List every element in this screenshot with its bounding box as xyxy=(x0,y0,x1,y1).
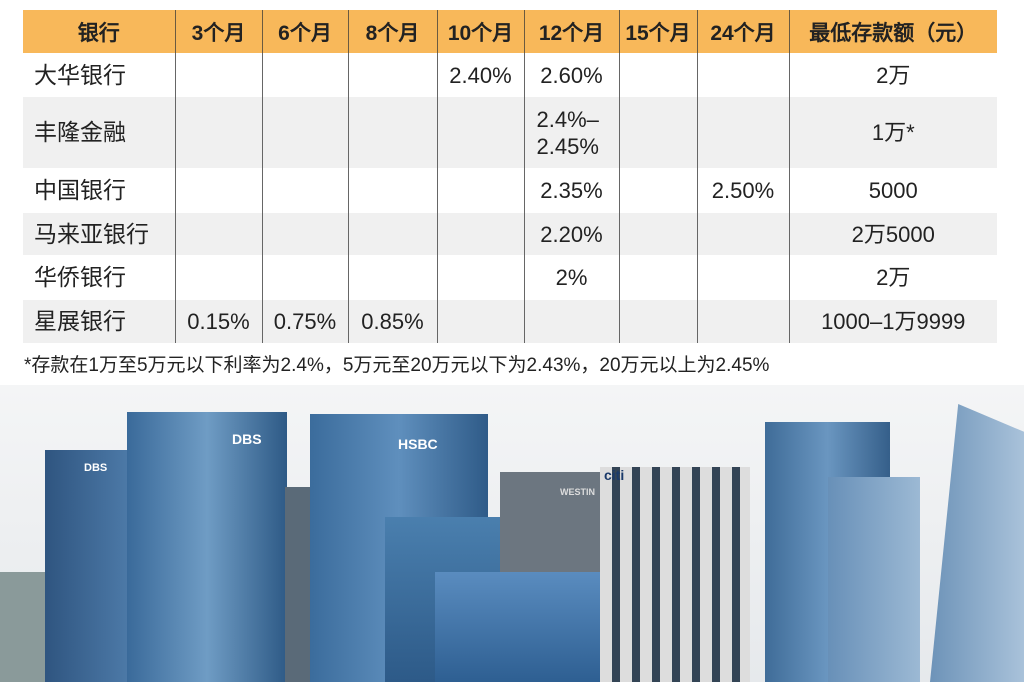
rate-cell xyxy=(174,213,262,255)
building xyxy=(828,477,920,682)
rate-cell xyxy=(618,255,697,300)
rate-cell: 2万 xyxy=(788,255,997,300)
building xyxy=(45,450,130,682)
column-header: 8个月 xyxy=(347,10,437,53)
rate-cell: 2万 xyxy=(788,53,997,97)
rate-cell: 5000 xyxy=(788,168,997,213)
rate-cell: 0.85% xyxy=(347,300,437,343)
rate-cell xyxy=(261,97,348,168)
building xyxy=(285,487,310,682)
table-row: 星展银行 0.15% 0.75% 0.85% 1000–1万9999 xyxy=(23,300,997,343)
bank-name-cell: 马来亚银行 xyxy=(23,213,175,255)
rate-cell xyxy=(174,53,262,97)
footnote: *存款在1万至5万元以下利率为2.4%，5万元至20万元以下为2.43%，20万… xyxy=(24,355,770,376)
rate-cell: 1万* xyxy=(788,97,997,168)
rate-cell: 2.4%–2.45% xyxy=(523,97,619,168)
rate-cell xyxy=(174,255,262,300)
dbs-logo: DBS xyxy=(84,462,108,474)
column-header: 最低存款额（元） xyxy=(788,10,997,53)
rate-cell: 2.20% xyxy=(523,213,619,255)
dbs-logo: DBS xyxy=(232,431,262,447)
table-row: 马来亚银行 2.20% 2万5000 xyxy=(23,213,997,255)
table-row: 丰隆金融 2.4%–2.45% 1万* xyxy=(23,97,997,168)
rate-cell xyxy=(261,168,348,213)
column-header: 24个月 xyxy=(696,10,789,53)
rate-cell: 2.35% xyxy=(523,168,619,213)
rate-cell: 0.15% xyxy=(174,300,262,343)
rate-cell: 0.75% xyxy=(261,300,348,343)
rate-cell xyxy=(436,168,524,213)
rate-cell xyxy=(261,255,348,300)
rate-cell xyxy=(618,213,697,255)
rate-cell xyxy=(618,168,697,213)
rate-cell: 2.40% xyxy=(436,53,524,97)
building xyxy=(127,412,287,682)
table-row: 大华银行 2.40% 2.60% 2万 xyxy=(23,53,997,97)
westin-logo: WESTIN xyxy=(560,487,595,497)
rate-cell xyxy=(347,97,437,168)
rate-cell xyxy=(696,255,789,300)
rate-cell xyxy=(174,168,262,213)
citi-logo: citi xyxy=(604,467,625,483)
rate-cell xyxy=(618,97,697,168)
bank-name-cell: 星展银行 xyxy=(23,300,175,343)
rate-cell xyxy=(174,97,262,168)
bank-name-cell: 大华银行 xyxy=(34,61,126,88)
column-header: 12个月 xyxy=(523,10,619,53)
rate-cell xyxy=(261,53,348,97)
hsbc-logo: HSBC xyxy=(398,436,438,452)
rate-cell xyxy=(618,300,697,343)
rate-cell xyxy=(347,213,437,255)
building xyxy=(600,467,750,682)
column-header: 15个月 xyxy=(618,10,697,53)
table-header-row: 银行 3个月 6个月 8个月 10个月 12个月 15个月 24个月 最低存款额（元） xyxy=(23,10,997,53)
rate-cell xyxy=(347,255,437,300)
bank-name-cell: 中国银行 xyxy=(34,177,126,203)
rate-cell xyxy=(436,255,524,300)
rate-cell: 2.60% xyxy=(523,53,619,97)
rate-cell xyxy=(696,300,789,343)
rate-cell xyxy=(436,213,524,255)
skyline-photo: DBS DBS HSBC citi WESTIN xyxy=(0,385,1024,682)
rate-cell xyxy=(696,213,789,255)
rate-cell xyxy=(347,168,437,213)
rate-cell xyxy=(696,53,789,97)
rate-cell xyxy=(436,300,524,343)
column-header: 10个月 xyxy=(436,10,524,53)
rate-cell xyxy=(347,53,437,97)
deposit-rate-table: 银行 3个月 6个月 8个月 10个月 12个月 15个月 24个月 最低存款额（元） 大华银行… xyxy=(23,10,997,343)
table-row: 中国银行 2.35% 2.50% 5000 xyxy=(23,168,997,213)
bank-name-cell: 丰隆金融 xyxy=(23,97,175,168)
building xyxy=(435,572,610,682)
bank-name-cell: 华侨银行 xyxy=(34,264,126,290)
rate-cell: 2.50% xyxy=(696,168,789,213)
column-header: 银行 xyxy=(23,10,175,53)
table-row: 华侨银行 2% 2万 xyxy=(23,255,997,300)
column-header: 6个月 xyxy=(261,10,348,53)
rate-cell: 1000–1万9999 xyxy=(788,300,997,343)
rate-cell: 2% xyxy=(523,255,619,300)
rate-cell xyxy=(523,300,619,343)
building xyxy=(0,572,50,682)
rate-cell xyxy=(261,213,348,255)
building xyxy=(930,404,1024,682)
rate-cell xyxy=(696,97,789,168)
rate-cell xyxy=(618,53,697,97)
rate-cell: 2万5000 xyxy=(788,213,997,255)
column-header: 3个月 xyxy=(174,10,262,53)
rate-cell xyxy=(436,97,524,168)
